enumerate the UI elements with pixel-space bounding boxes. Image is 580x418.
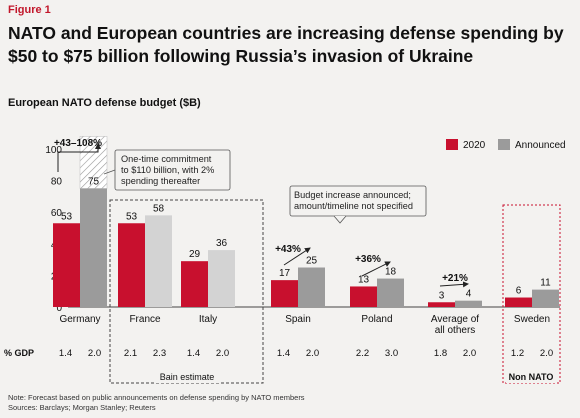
category-label: all others bbox=[435, 325, 476, 336]
budget-callout-box bbox=[289, 185, 427, 217]
data-label-announced: 36 bbox=[216, 238, 228, 249]
germany-callout-text: spending thereafter bbox=[121, 176, 200, 186]
germany-callout-text: to $110 billion, with 2% bbox=[121, 165, 214, 175]
bar-hatched-extension bbox=[79, 136, 108, 189]
bar-announced bbox=[145, 215, 172, 307]
data-label-2020: 3 bbox=[439, 290, 445, 301]
bar-announced bbox=[80, 188, 107, 307]
category-label: Poland bbox=[361, 314, 392, 325]
budget-callout-pointer bbox=[333, 215, 347, 224]
gdp-2020: 1.4 bbox=[277, 348, 290, 359]
y-tick-label: 0 bbox=[56, 303, 62, 314]
growth-label: +43% bbox=[275, 244, 301, 255]
non-nato-box bbox=[502, 204, 561, 384]
category-label: France bbox=[129, 314, 161, 325]
data-label-2020: 6 bbox=[516, 286, 522, 297]
gdp-announced: 2.0 bbox=[463, 348, 476, 359]
category-label: Average of bbox=[431, 314, 479, 325]
bar-announced bbox=[455, 300, 482, 307]
growth-arrow bbox=[361, 261, 391, 277]
figure-label: Figure 1 bbox=[8, 4, 51, 16]
data-label-announced: 11 bbox=[540, 278, 551, 289]
gdp-2020: 1.2 bbox=[511, 348, 524, 359]
bar-announced bbox=[298, 267, 325, 307]
data-label-announced: 58 bbox=[153, 203, 165, 214]
growth-arrow bbox=[439, 281, 469, 288]
gdp-announced: 3.0 bbox=[385, 348, 398, 359]
y-tick-label: 80 bbox=[51, 177, 63, 188]
non-nato-label-bg bbox=[506, 370, 557, 383]
bar-2020 bbox=[505, 297, 532, 307]
gdp-2020: 1.4 bbox=[187, 348, 200, 359]
legend-label-announced: Announced bbox=[515, 140, 566, 151]
growth-label: +36% bbox=[355, 254, 381, 265]
legend-label-2020: 2020 bbox=[463, 140, 486, 151]
bar-2020 bbox=[181, 261, 208, 307]
legend-swatch-2020 bbox=[446, 139, 458, 150]
page-title: NATO and European countries are increasi… bbox=[8, 23, 564, 66]
growth-arrow bbox=[283, 247, 311, 266]
chart-note: Note: Forecast based on public announcem… bbox=[8, 393, 305, 402]
bar-2020 bbox=[428, 302, 455, 307]
bar-2020 bbox=[53, 223, 80, 307]
category-label: Italy bbox=[199, 314, 217, 325]
bain-estimate-label: Bain estimate bbox=[160, 372, 215, 382]
chart-subtitle: European NATO defense budget ($B) bbox=[8, 97, 201, 109]
data-label-2020: 17 bbox=[279, 268, 291, 279]
gdp-2020: 2.1 bbox=[124, 348, 137, 359]
y-tick-label: 60 bbox=[51, 208, 63, 219]
data-label-announced: 25 bbox=[306, 256, 318, 267]
data-label-2020: 13 bbox=[358, 274, 370, 285]
growth-label: +21% bbox=[442, 273, 468, 284]
gdp-announced: 2.0 bbox=[216, 348, 229, 359]
gdp-announced: 2.0 bbox=[540, 348, 553, 359]
bar-2020 bbox=[271, 280, 298, 307]
bar-announced bbox=[208, 250, 235, 307]
germany-callout-pointer bbox=[103, 169, 116, 175]
non-nato-label: Non NATO bbox=[509, 372, 554, 382]
growth-label-germany: +43–108% bbox=[54, 138, 102, 149]
bar-2020 bbox=[350, 286, 377, 307]
bar-announced bbox=[532, 289, 559, 307]
gdp-row-label: % GDP bbox=[4, 348, 34, 358]
legend-swatch-announced bbox=[498, 139, 510, 150]
gdp-announced: 2.3 bbox=[153, 348, 166, 359]
bain-label-bg bbox=[155, 370, 219, 383]
gdp-2020: 1.4 bbox=[59, 348, 72, 359]
data-label-announced: 4 bbox=[466, 289, 472, 300]
budget-callout-text: amount/timeline not specified bbox=[294, 201, 413, 211]
y-tick-label: 100 bbox=[45, 145, 62, 156]
chart-sources: Sources: Barclays; Morgan Stanley; Reute… bbox=[8, 403, 156, 412]
gdp-2020: 2.2 bbox=[356, 348, 369, 359]
growth-arrow-germany bbox=[57, 143, 101, 172]
bar-announced bbox=[377, 278, 404, 307]
data-label-announced: 75 bbox=[88, 177, 100, 188]
data-label-2020: 53 bbox=[126, 211, 138, 222]
category-label: Spain bbox=[285, 314, 311, 325]
bar-2020 bbox=[118, 223, 145, 307]
data-label-2020: 29 bbox=[189, 249, 201, 260]
gdp-announced: 2.0 bbox=[88, 348, 101, 359]
category-label: Germany bbox=[59, 314, 100, 325]
category-label: Sweden bbox=[514, 314, 550, 325]
data-label-2020: 53 bbox=[61, 211, 73, 222]
germany-callout-text: One-time commitment bbox=[121, 154, 212, 164]
budget-callout-text: Budget increase announced; bbox=[294, 190, 411, 200]
gdp-2020: 1.8 bbox=[434, 348, 447, 359]
gdp-announced: 2.0 bbox=[306, 348, 319, 359]
data-label-announced: 18 bbox=[385, 267, 397, 278]
